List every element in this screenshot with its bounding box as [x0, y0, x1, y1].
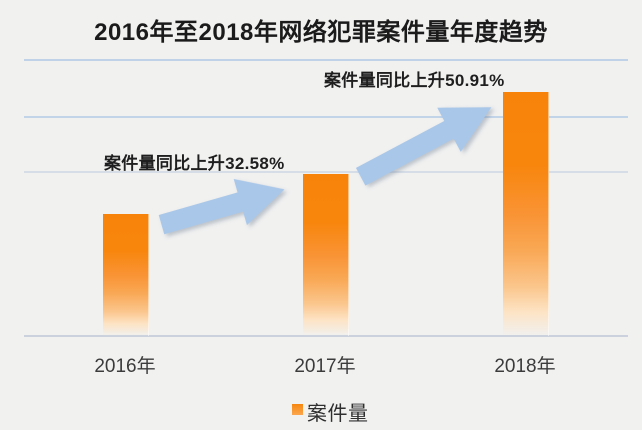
growth-arrow-icon — [355, 107, 492, 186]
growth-arrow-icon — [158, 178, 285, 235]
x-axis-line — [24, 335, 628, 337]
chart-title: 2016年至2018年网络犯罪案件量年度趋势 — [94, 19, 548, 46]
x-axis-label-2016: 2016年 — [94, 356, 156, 377]
x-axis-label-2017: 2017年 — [294, 356, 356, 377]
gridline — [24, 116, 628, 118]
x-axis-label-2018: 2018年 — [494, 356, 556, 377]
bar-2016 — [102, 214, 149, 336]
legend: 案件量 — [0, 397, 642, 425]
yoy-annotation-2017: 案件量同比上升32.58% — [104, 154, 285, 173]
yoy-annotation-2018: 案件量同比上升50.91% — [324, 71, 505, 90]
gridline — [24, 59, 628, 61]
bar-2018 — [503, 92, 549, 336]
gridline — [24, 171, 628, 173]
legend-swatch-icon — [292, 404, 303, 415]
bar-2017 — [303, 174, 349, 336]
legend-label: 案件量 — [307, 403, 369, 425]
